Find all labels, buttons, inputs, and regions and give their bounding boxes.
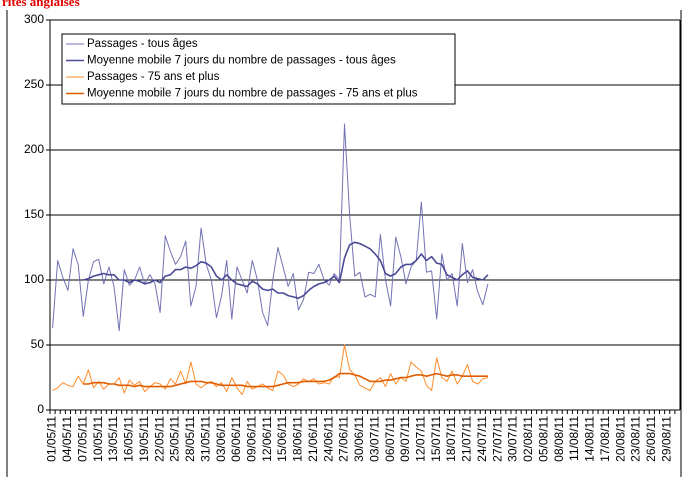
x-tick-label: 26/08/11	[644, 416, 658, 462]
y-tick-label: 100	[24, 272, 44, 286]
chart-title: rites anglaises	[2, 0, 80, 9]
x-tick-label: 31/05/11	[198, 416, 212, 462]
x-tick-label: 07/05/11	[75, 416, 89, 462]
series-line	[83, 372, 488, 388]
legend-label: Moyenne mobile 7 jours du nombre de pass…	[87, 88, 418, 100]
x-tick-label: 23/08/11	[629, 416, 643, 462]
x-tick-label: 21/07/11	[460, 416, 474, 462]
legend-label: Passages - tous âges	[87, 38, 198, 50]
x-tick-label: 19/05/11	[137, 416, 151, 462]
x-tick-label: 02/08/11	[521, 416, 535, 462]
x-tick-label: 15/06/11	[275, 416, 289, 462]
x-tick-label: 28/05/11	[183, 416, 197, 462]
y-tick-label: 300	[24, 12, 44, 26]
x-tick-label: 30/06/11	[352, 416, 366, 462]
x-tick-label: 08/08/11	[552, 416, 566, 462]
x-tick-label: 04/05/11	[60, 416, 74, 462]
series-line	[83, 241, 489, 299]
x-tick-label: 12/06/11	[260, 416, 274, 462]
x-tick-label: 09/07/11	[398, 416, 412, 462]
y-tick-label: 150	[24, 207, 44, 221]
x-tick-label: 27/07/11	[490, 416, 504, 462]
legend-label: Passages - 75 ans et plus	[87, 71, 220, 83]
legend-box	[61, 33, 456, 105]
x-tick-label: 15/07/11	[429, 416, 443, 462]
x-tick-label: 29/08/11	[659, 416, 673, 462]
x-tick-label: 10/05/11	[91, 416, 105, 462]
series-line	[52, 123, 489, 332]
x-tick-label: 24/07/11	[475, 416, 489, 462]
legend-label: Moyenne mobile 7 jours du nombre de pass…	[87, 55, 396, 67]
series-line	[52, 344, 489, 395]
x-tick-label: 12/07/11	[414, 416, 428, 462]
x-tick-label: 25/05/11	[168, 416, 182, 462]
x-tick-label: 27/06/11	[337, 416, 351, 462]
x-tick-label: 06/07/11	[383, 416, 397, 462]
x-tick-label: 18/07/11	[444, 416, 458, 462]
x-tick-label: 21/06/11	[306, 416, 320, 462]
x-tick-label: 17/08/11	[598, 416, 612, 462]
x-tick-label: 18/06/11	[291, 416, 305, 462]
x-tick-label: 03/07/11	[367, 416, 381, 462]
x-tick-label: 30/07/11	[506, 416, 520, 462]
x-tick-label: 06/06/11	[229, 416, 243, 462]
x-tick-label: 11/08/11	[567, 416, 581, 461]
x-tick-label: 01/05/11	[45, 416, 59, 462]
y-tick-label: 0	[37, 402, 44, 416]
x-tick-label: 05/08/11	[536, 416, 550, 462]
x-tick-label: 16/05/11	[122, 416, 136, 462]
x-tick-label: 22/05/11	[152, 416, 166, 462]
x-tick-label: 14/08/11	[583, 416, 597, 462]
x-tick-label: 24/06/11	[321, 416, 335, 462]
y-tick-label: 200	[24, 142, 44, 156]
x-tick-label: 20/08/11	[613, 416, 627, 462]
x-tick-label: 09/06/11	[244, 416, 258, 462]
x-tick-label: 13/05/11	[106, 416, 120, 462]
x-tick-label: 03/06/11	[214, 416, 228, 462]
y-tick-label: 50	[31, 337, 45, 351]
y-tick-label: 250	[24, 77, 44, 91]
